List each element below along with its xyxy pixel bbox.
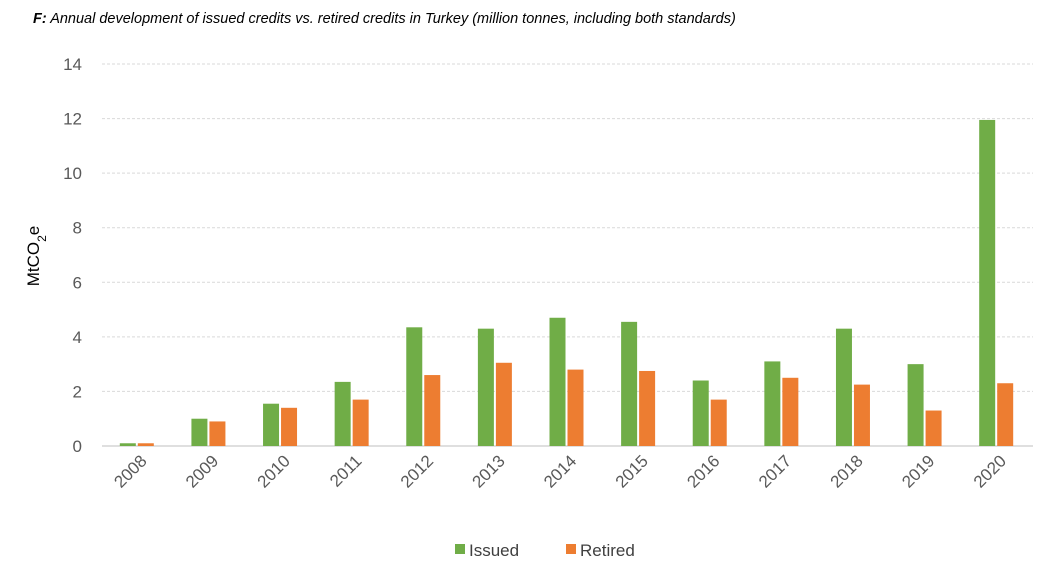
bar-retired-2012 xyxy=(424,375,441,446)
bar-issued-2009 xyxy=(191,418,208,446)
x-tick-label: 2019 xyxy=(898,451,938,491)
bar-retired-2019 xyxy=(925,410,942,446)
y-axis-label: MtCO2e xyxy=(24,226,49,287)
legend-label-retired: Retired xyxy=(580,541,635,560)
y-tick-label: 14 xyxy=(63,55,82,74)
y-tick-label: 4 xyxy=(73,328,82,347)
bar-retired-2014 xyxy=(567,369,584,446)
x-tick-label: 2009 xyxy=(182,451,222,491)
bar-retired-2010 xyxy=(281,407,298,446)
legend-swatch-issued xyxy=(455,544,465,554)
y-tick-label: 12 xyxy=(63,110,82,129)
bar-retired-2020 xyxy=(997,383,1014,446)
x-tick-label: 2011 xyxy=(326,451,365,490)
bar-issued-2013 xyxy=(477,328,494,446)
bar-issued-2018 xyxy=(835,328,852,446)
legend-swatch-retired xyxy=(566,544,576,554)
x-tick-label: 2013 xyxy=(469,451,509,491)
bar-retired-2017 xyxy=(782,377,799,446)
bar-issued-2008 xyxy=(119,443,136,446)
y-tick-label: 0 xyxy=(73,437,82,456)
bar-issued-2011 xyxy=(334,381,351,446)
bar-retired-2015 xyxy=(639,370,656,446)
bar-issued-2016 xyxy=(692,380,709,446)
bar-issued-2015 xyxy=(621,321,638,446)
legend: Issued Retired xyxy=(455,541,635,560)
x-tick-label: 2016 xyxy=(683,451,723,491)
chart-title: F: Annual development of issued credits … xyxy=(33,11,736,27)
x-tick-label: 2012 xyxy=(397,451,437,491)
bar-issued-2019 xyxy=(907,364,924,446)
y-tick-label: 6 xyxy=(73,273,82,292)
bar-retired-2018 xyxy=(853,384,870,446)
legend-label-issued: Issued xyxy=(469,541,519,560)
bar-issued-2012 xyxy=(406,327,423,446)
y-tick-label: 10 xyxy=(63,164,82,183)
bars xyxy=(119,119,1014,446)
x-tick-label: 2018 xyxy=(827,451,867,491)
gridlines xyxy=(102,63,1033,447)
bar-issued-2020 xyxy=(979,119,996,446)
x-tick-label: 2008 xyxy=(110,451,150,491)
y-tick-label: 2 xyxy=(73,382,82,401)
bar-issued-2017 xyxy=(764,361,781,446)
y-tick-label: 8 xyxy=(73,219,82,238)
y-axis-ticks: 0 2 4 6 8 10 12 14 xyxy=(63,55,82,456)
bar-retired-2013 xyxy=(495,362,512,446)
bar-retired-2008 xyxy=(137,443,154,446)
x-axis-ticks: 2008 2009 2010 2011 2012 2013 2014 2015 2016 2017… xyxy=(110,451,1010,491)
bar-issued-2010 xyxy=(263,403,280,446)
x-tick-label: 2017 xyxy=(755,451,795,491)
x-tick-label: 2010 xyxy=(254,451,294,491)
x-tick-label: 2015 xyxy=(612,451,652,491)
bar-retired-2009 xyxy=(209,421,226,446)
bar-retired-2016 xyxy=(710,399,727,446)
x-tick-label: 2020 xyxy=(970,451,1010,491)
bar-retired-2011 xyxy=(352,399,369,446)
x-tick-label: 2014 xyxy=(540,451,580,491)
bar-issued-2014 xyxy=(549,317,566,446)
